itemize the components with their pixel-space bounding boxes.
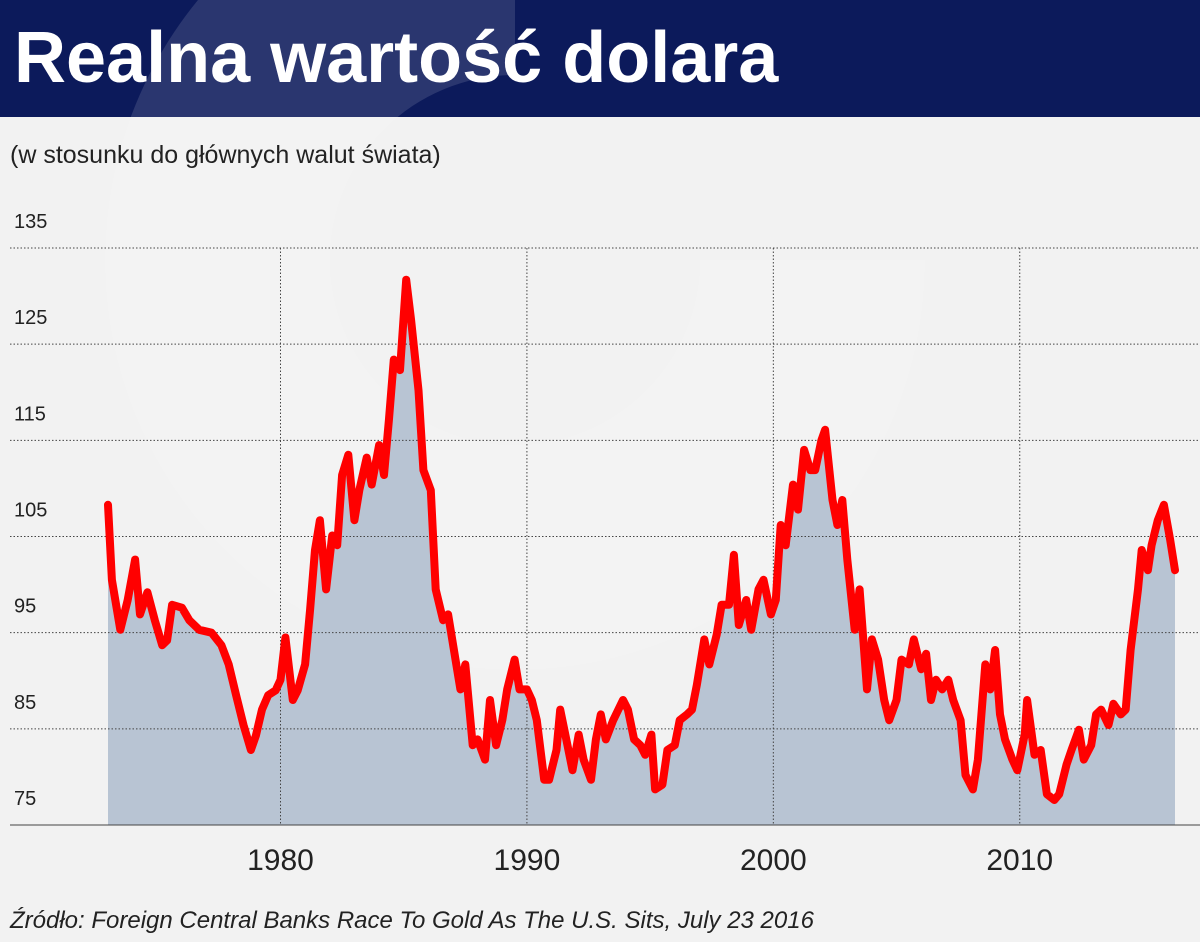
y-tick-label: 95 (14, 596, 36, 618)
y-tick-label: 85 (14, 692, 36, 714)
x-tick-label: 1990 (494, 844, 561, 877)
x-tick-label: 2010 (986, 844, 1053, 877)
header (0, 0, 1200, 117)
source: Źródło: Foreign Central Banks Race To Go… (9, 907, 815, 934)
line (104, 275, 1179, 804)
x-tick-label: 2000 (740, 844, 807, 877)
area (108, 279, 1175, 825)
chart-title: Realna wartość dolara (14, 18, 779, 98)
subtitle: (w stosunku do głównych walut świata) (10, 141, 441, 169)
y-tick-label: 75 (14, 788, 36, 810)
y-tick-label: 125 (14, 307, 47, 329)
y-tick-label: 105 (14, 500, 47, 522)
y-tick-label: 115 (14, 403, 46, 425)
y-tick-label: 135 (14, 211, 47, 233)
x-tick-label: 1980 (247, 844, 314, 877)
logo (105, 0, 925, 670)
